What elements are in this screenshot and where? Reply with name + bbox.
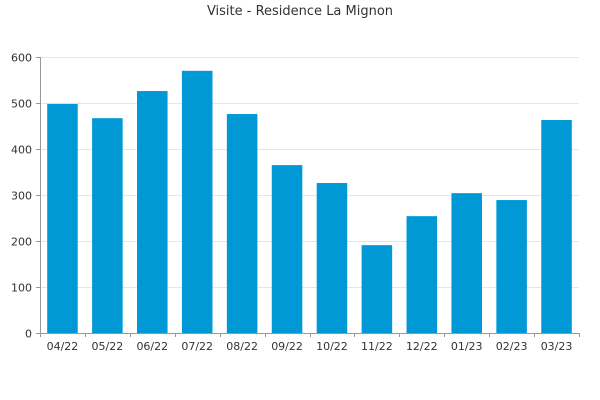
bar-08-22 — [226, 114, 258, 333]
x-tick-label: 03/23 — [541, 340, 573, 353]
y-axis-ticks: 0 100 200 300 400 500 600 — [11, 52, 40, 341]
y-tick-label: 0 — [25, 328, 32, 341]
bar-12-22 — [406, 216, 438, 333]
y-tick-label: 600 — [11, 52, 32, 65]
x-tick-label: 04/22 — [47, 340, 79, 353]
x-tick-label: 01/23 — [451, 340, 483, 353]
x-tick-label: 12/22 — [406, 340, 438, 353]
y-tick-label: 500 — [11, 98, 32, 111]
bar-02-23 — [496, 200, 527, 333]
y-tick-label: 400 — [11, 144, 32, 157]
x-tick-label: 06/22 — [136, 340, 168, 353]
bar-03-23 — [541, 120, 572, 334]
bar-11-22 — [361, 245, 393, 333]
y-tick-label: 100 — [11, 282, 32, 295]
x-tick-label: 05/22 — [92, 340, 124, 353]
bar-05-22 — [92, 118, 123, 334]
bar-01-23 — [451, 193, 482, 333]
x-tick-label: 11/22 — [361, 340, 393, 353]
x-tick-label: 02/23 — [496, 340, 528, 353]
y-tick-label: 200 — [11, 236, 32, 249]
x-tick-label: 10/22 — [316, 340, 348, 353]
bar-07-22 — [181, 70, 213, 334]
bar-06-22 — [137, 91, 168, 333]
x-tick-label: 08/22 — [226, 340, 258, 353]
chart-title: Visite - Residence La Mignon — [207, 4, 393, 19]
bar-09-22 — [271, 165, 303, 333]
gridlines — [40, 57, 579, 288]
x-axis-ticks: 04/22 05/22 06/22 07/22 08/22 09/22 10/22 11/22… — [40, 333, 580, 353]
y-tick-label: 300 — [11, 190, 32, 203]
bar-10-22 — [316, 183, 348, 333]
bars — [47, 70, 572, 334]
bar-04-22 — [47, 103, 78, 333]
x-tick-label: 07/22 — [181, 340, 213, 353]
x-tick-label: 09/22 — [271, 340, 303, 353]
